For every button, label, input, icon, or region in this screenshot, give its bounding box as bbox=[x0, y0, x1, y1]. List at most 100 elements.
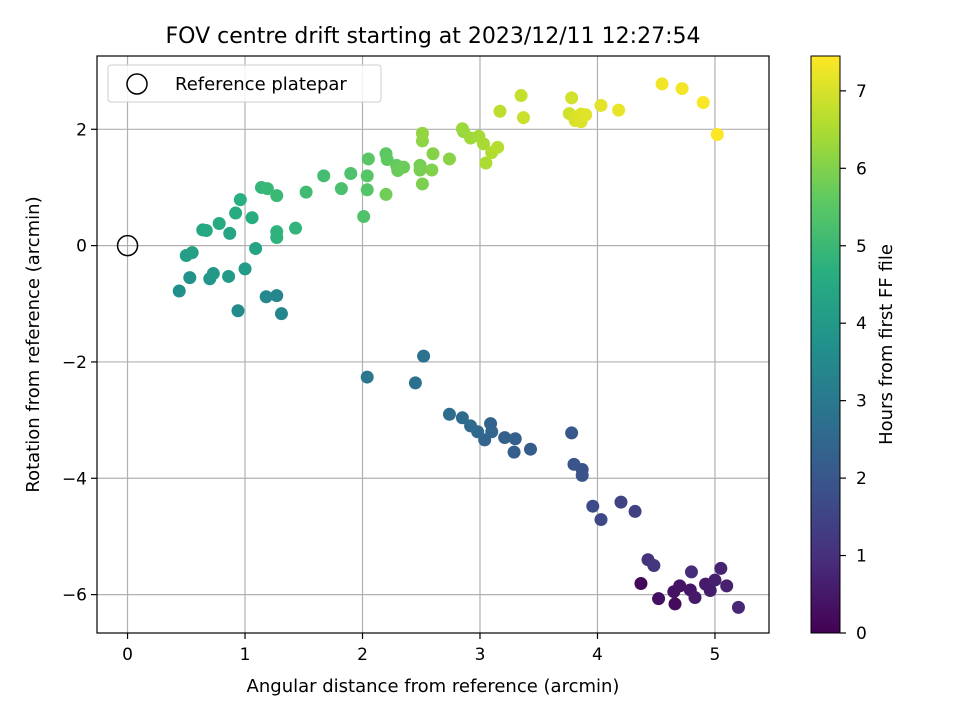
colorbar-label: Hours from first FF file bbox=[876, 244, 897, 445]
colorbar-tick-label: 2 bbox=[856, 469, 867, 489]
data-point bbox=[360, 370, 374, 384]
data-point bbox=[479, 156, 493, 170]
data-point bbox=[703, 584, 717, 598]
data-point bbox=[249, 242, 263, 256]
colorbar: 0 1 2 3 4 5 6 7 Hours from first FF file bbox=[810, 55, 897, 644]
x-tick-label: 0 bbox=[122, 645, 133, 665]
data-point bbox=[380, 153, 394, 167]
data-point bbox=[289, 221, 303, 235]
colorbar-tick-label: 4 bbox=[856, 314, 867, 334]
colorbar-gradient bbox=[810, 55, 841, 634]
x-tick-label: 5 bbox=[710, 645, 721, 665]
data-point bbox=[185, 246, 199, 260]
data-point bbox=[567, 457, 581, 471]
data-point bbox=[417, 349, 431, 363]
data-point bbox=[655, 77, 669, 91]
data-point bbox=[233, 193, 247, 207]
x-tick-label: 1 bbox=[240, 645, 251, 665]
data-point bbox=[455, 122, 469, 136]
data-point bbox=[274, 307, 288, 321]
data-point bbox=[379, 187, 393, 201]
data-points bbox=[172, 77, 745, 614]
colorbar-ticks: 0 1 2 3 4 5 6 7 bbox=[840, 82, 867, 644]
colorbar-tick-label: 0 bbox=[856, 624, 867, 644]
data-point bbox=[231, 304, 245, 318]
data-point bbox=[696, 96, 710, 110]
data-point bbox=[498, 431, 512, 445]
data-point bbox=[493, 104, 507, 118]
x-tick-label: 2 bbox=[357, 645, 368, 665]
data-point bbox=[259, 290, 273, 304]
colorbar-tick-label: 1 bbox=[856, 547, 867, 567]
data-point bbox=[344, 166, 358, 180]
grid-lines bbox=[97, 56, 769, 633]
y-tick-label: 2 bbox=[76, 120, 87, 140]
reference-marker bbox=[116, 234, 139, 257]
x-axis-label: Angular distance from reference (arcmin) bbox=[247, 676, 620, 697]
y-axis-label: Rotation from reference (arcmin) bbox=[23, 196, 44, 492]
colorbar-tick-label: 3 bbox=[856, 392, 867, 412]
data-point bbox=[360, 183, 374, 197]
legend-reference-marker bbox=[126, 73, 148, 95]
data-point bbox=[508, 432, 522, 446]
data-point bbox=[238, 262, 252, 276]
data-point bbox=[212, 217, 226, 231]
data-point bbox=[485, 425, 499, 439]
data-point bbox=[223, 226, 237, 240]
x-axis-ticks: 0 1 2 3 4 5 bbox=[122, 633, 720, 665]
y-tick-label: −4 bbox=[62, 469, 87, 489]
data-point bbox=[647, 559, 661, 573]
data-point bbox=[688, 591, 702, 605]
data-point bbox=[426, 147, 440, 161]
data-point bbox=[413, 163, 427, 177]
y-tick-label: 0 bbox=[76, 237, 87, 257]
data-point bbox=[594, 513, 608, 527]
data-point bbox=[477, 137, 491, 151]
colorbar-tick-label: 7 bbox=[856, 82, 867, 102]
data-point bbox=[516, 111, 530, 125]
legend-box bbox=[107, 64, 382, 103]
data-point bbox=[731, 600, 745, 614]
data-point bbox=[415, 126, 429, 140]
colorbar-tick-label: 6 bbox=[856, 159, 867, 179]
legend-entry-reference: Reference platepar bbox=[175, 74, 347, 95]
data-point bbox=[652, 592, 666, 606]
data-point bbox=[260, 182, 274, 196]
data-point bbox=[357, 210, 371, 224]
data-point bbox=[507, 445, 521, 459]
data-point bbox=[575, 468, 589, 482]
data-point bbox=[442, 407, 456, 421]
data-point bbox=[299, 185, 313, 199]
data-point bbox=[206, 267, 220, 281]
data-point bbox=[229, 206, 243, 220]
data-point bbox=[360, 169, 374, 183]
data-point bbox=[442, 152, 456, 166]
data-point bbox=[710, 128, 724, 142]
data-point bbox=[720, 579, 734, 593]
data-point bbox=[565, 426, 579, 440]
data-point bbox=[415, 177, 429, 191]
colorbar-tick-label: 5 bbox=[856, 237, 867, 257]
reference-platepar-marker bbox=[116, 234, 139, 257]
y-axis-ticks: −6 −4 −2 0 2 bbox=[62, 120, 97, 606]
data-point bbox=[408, 376, 422, 390]
plot-frame bbox=[96, 55, 770, 634]
data-point bbox=[270, 289, 284, 303]
data-point bbox=[245, 211, 259, 225]
y-tick-label: −2 bbox=[62, 353, 87, 373]
chart-title: FOV centre drift starting at 2023/12/11 … bbox=[166, 24, 701, 49]
data-point bbox=[361, 152, 375, 166]
data-point bbox=[684, 565, 698, 579]
data-point bbox=[172, 284, 186, 298]
data-point bbox=[524, 442, 538, 456]
data-point bbox=[464, 419, 478, 433]
data-point bbox=[634, 577, 648, 591]
data-point bbox=[673, 579, 687, 593]
data-point bbox=[628, 504, 642, 518]
x-tick-label: 4 bbox=[592, 645, 603, 665]
data-point bbox=[594, 98, 608, 112]
data-point bbox=[714, 561, 728, 575]
data-point bbox=[708, 573, 722, 587]
data-point bbox=[183, 271, 197, 285]
legend: Reference platepar bbox=[107, 64, 382, 103]
